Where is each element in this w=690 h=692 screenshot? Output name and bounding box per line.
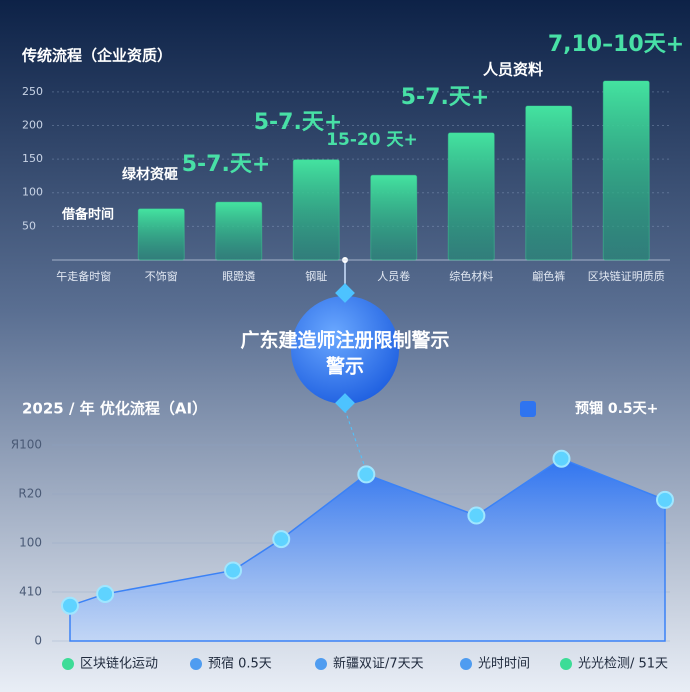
point <box>61 596 79 615</box>
note: 预锢 0.5天+ <box>575 400 658 417</box>
annotation: 5-7.天+ <box>254 110 343 135</box>
x-tick-label: 钢耻 <box>305 269 327 283</box>
point <box>552 449 571 468</box>
point <box>656 490 674 509</box>
point <box>357 465 376 484</box>
diamond <box>335 393 355 413</box>
chart-title: 传统流程（企业资质） <box>21 47 172 65</box>
point <box>467 506 486 525</box>
x-tick-label: 不饰窗 <box>145 269 178 283</box>
legend-label: 光时时间 <box>478 657 530 672</box>
y-tick-label: 150 <box>22 152 43 165</box>
chart-title: 2025 / 年 优化流程（AI） <box>22 400 207 418</box>
bar <box>292 159 340 261</box>
annotation: 7,10–10天+ <box>548 32 684 57</box>
y-tick-label: R20 <box>18 487 42 501</box>
legend-label: 新疆双证/7天天 <box>333 656 424 672</box>
legend-swatch <box>190 658 202 670</box>
y-tick-label: 50 <box>22 219 36 232</box>
legend-swatch <box>315 658 327 670</box>
note-icon <box>520 401 536 417</box>
x-tick-label: 区块链证明质质 <box>588 269 665 283</box>
banner-text: 广东建造师注册限制警示 <box>240 329 449 352</box>
point <box>224 561 243 580</box>
legend-swatch <box>62 658 74 670</box>
y-tick-label: 100 <box>19 536 42 550</box>
legend-label: 光光检测/ 51天 <box>578 657 668 672</box>
banner-text: 警示 <box>326 355 364 378</box>
legend-swatch <box>460 658 472 670</box>
bar <box>602 80 650 261</box>
legend-label: 预宿 0.5天 <box>208 656 272 672</box>
annotation: 5-7.天+ <box>182 152 271 177</box>
bar <box>525 105 573 261</box>
y-tick-label: Я100 <box>11 438 42 452</box>
bar <box>447 132 495 261</box>
banner-circle <box>291 296 399 404</box>
annotation: 借备时间 <box>61 207 114 223</box>
legend-swatch <box>560 658 572 670</box>
annotation: 人员资料 <box>483 61 543 79</box>
bar <box>137 208 185 261</box>
x-tick-label: 午走备时窗 <box>56 269 111 283</box>
y-tick-label: 0 <box>34 634 42 648</box>
point <box>272 530 291 549</box>
y-tick-label: 100 <box>22 186 43 199</box>
point <box>96 584 115 603</box>
x-tick-label: 综色材料 <box>449 269 493 283</box>
annotation: 15-20 天+ <box>326 130 418 150</box>
bar <box>370 174 418 261</box>
x-tick-label: 翩色裤 <box>532 269 565 283</box>
y-tick-label: 410 <box>19 585 42 599</box>
legend-label: 区块链化运动 <box>80 657 158 672</box>
connector <box>344 409 367 471</box>
y-tick-label: 250 <box>22 85 43 98</box>
y-tick-label: 200 <box>22 118 43 131</box>
annotation: 5-7.天+ <box>401 85 490 110</box>
diamond <box>335 283 355 303</box>
annotation: 绿材资砸 <box>122 166 178 183</box>
bar <box>215 201 263 261</box>
x-tick-label: 人员卷 <box>377 269 410 283</box>
x-tick-label: 眼蹬遴 <box>222 270 255 283</box>
